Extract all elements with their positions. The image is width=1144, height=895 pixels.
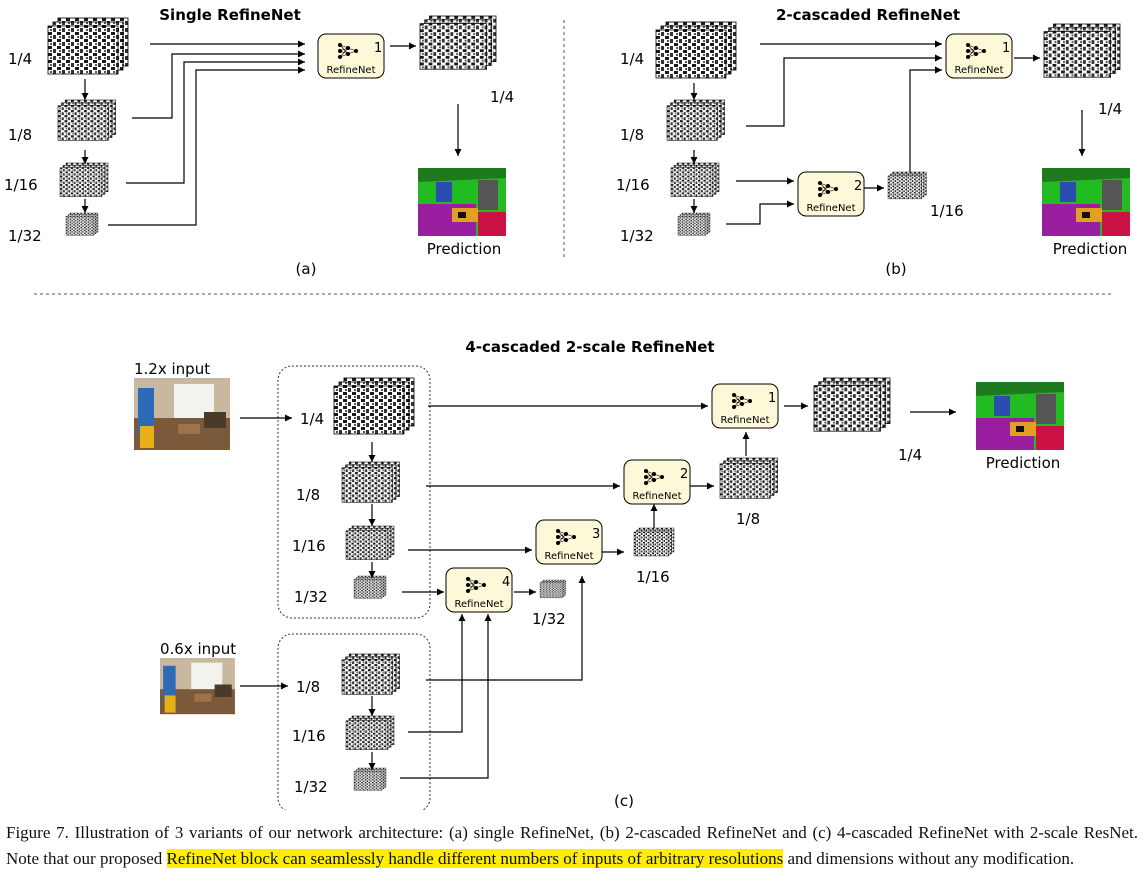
arrows-b bbox=[690, 40, 1086, 225]
input-lo-image bbox=[160, 658, 235, 715]
caption-text-after: and dimensions without any modification. bbox=[783, 849, 1075, 868]
panel-a: Single RefineNet 1/4 1/8 1/16 1/32 1 Ref… bbox=[4, 6, 514, 278]
block-label: RefineNet bbox=[807, 203, 856, 214]
panel-b-title: 2-cascaded RefineNet bbox=[776, 6, 960, 24]
output-map-c-1-8 bbox=[719, 457, 778, 499]
scale-label-c-hi-1-32: 1/32 bbox=[294, 588, 328, 606]
prediction-label-b: Prediction bbox=[1053, 240, 1128, 258]
scale-label-c-lo-1-8: 1/8 bbox=[296, 678, 320, 696]
panel-b: 2-cascaded RefineNet 1/4 1/8 1/16 1/32 1… bbox=[616, 6, 1130, 278]
panel-a-title: Single RefineNet bbox=[159, 6, 301, 24]
feature-map-c-lo-1-16 bbox=[345, 715, 395, 750]
block-label: RefineNet bbox=[327, 65, 376, 76]
scale-label-c-lo-1-32: 1/32 bbox=[294, 778, 328, 796]
scale-label-b-1-4: 1/4 bbox=[620, 50, 644, 68]
block-index: 4 bbox=[502, 575, 510, 590]
panel-a-tag: (a) bbox=[296, 260, 317, 278]
caption-text-before: Figure 7. Illustration of 3 variants of … bbox=[6, 823, 1138, 868]
figure-7: Single RefineNet 1/4 1/8 1/16 1/32 1 Ref… bbox=[4, 6, 1130, 810]
out-scale-c-1-16: 1/16 bbox=[636, 568, 670, 586]
output-map-c-1-32 bbox=[539, 579, 566, 599]
feature-map-b-1-8 bbox=[666, 99, 725, 141]
caption-highlight: RefineNet block can seamlessly handle di… bbox=[166, 849, 784, 868]
block-label: RefineNet bbox=[721, 415, 770, 426]
feature-map-c-hi-1-4 bbox=[333, 377, 415, 435]
refinenet-block-c-3: 3 RefineNet bbox=[535, 519, 603, 565]
output-scale-b: 1/4 bbox=[1098, 100, 1122, 118]
scale-label-c-hi-1-4: 1/4 bbox=[300, 410, 324, 428]
panel-b-tag: (b) bbox=[885, 260, 906, 278]
block-label: RefineNet bbox=[633, 491, 682, 502]
out-scale-c-1-4: 1/4 bbox=[898, 446, 922, 464]
block-index: 1 bbox=[1002, 41, 1010, 56]
prediction-image-a bbox=[418, 168, 506, 236]
refinenet-block-c-1: 1 RefineNet bbox=[711, 383, 779, 429]
scale-label-c-hi-1-16: 1/16 bbox=[292, 537, 326, 555]
refinenet-block-c-4: 4 RefineNet bbox=[445, 567, 513, 613]
prediction-label-c: Prediction bbox=[986, 454, 1061, 472]
refinenet-block-c-2: 2 RefineNet bbox=[623, 459, 691, 505]
scale-label-c-hi-1-8: 1/8 bbox=[296, 486, 320, 504]
scale-label-b-1-8: 1/8 bbox=[620, 126, 644, 144]
feature-map-c-hi-1-32 bbox=[353, 575, 387, 599]
prediction-label-a: Prediction bbox=[427, 240, 502, 258]
figure-caption: Figure 7. Illustration of 3 variants of … bbox=[6, 820, 1138, 872]
panel-c-title: 4-cascaded 2-scale RefineNet bbox=[465, 338, 714, 356]
mid-scale-b: 1/16 bbox=[930, 202, 964, 220]
block-index: 1 bbox=[768, 391, 776, 406]
prediction-image-b bbox=[1042, 168, 1130, 236]
block-index: 1 bbox=[374, 41, 382, 56]
scale-label-c-lo-1-16: 1/16 bbox=[292, 727, 326, 745]
panel-c-tag: (c) bbox=[614, 792, 634, 810]
block-label: RefineNet bbox=[545, 551, 594, 562]
feature-map-c-lo-1-32 bbox=[353, 767, 387, 791]
output-map-b bbox=[1043, 23, 1121, 78]
feature-map-a-1-4 bbox=[47, 17, 129, 75]
input-hi-image bbox=[134, 378, 230, 450]
arrows-a bbox=[81, 40, 462, 226]
feature-map-b-1-4 bbox=[655, 21, 737, 79]
refinenet-block-b-2: 2 RefineNet bbox=[797, 171, 865, 217]
block-label: RefineNet bbox=[455, 599, 504, 610]
scale-label-a-1-4: 1/4 bbox=[8, 50, 32, 68]
scale-label-a-1-8: 1/8 bbox=[8, 126, 32, 144]
resnet-group-hi bbox=[277, 365, 431, 619]
out-scale-c-1-32: 1/32 bbox=[532, 610, 566, 628]
output-map-c-1-4 bbox=[813, 377, 891, 432]
out-scale-c-1-8: 1/8 bbox=[736, 510, 760, 528]
output-map-a bbox=[419, 15, 497, 70]
block-label: RefineNet bbox=[955, 65, 1004, 76]
scale-label-b-1-32: 1/32 bbox=[620, 227, 654, 245]
refinenet-block-b-1: 1 RefineNet bbox=[945, 33, 1013, 79]
panel-c: 4-cascaded 2-scale RefineNet 1.2x input … bbox=[134, 338, 1064, 810]
output-map-c-1-16 bbox=[633, 527, 675, 557]
input-hi-label: 1.2x input bbox=[134, 360, 210, 378]
prediction-image-c bbox=[976, 382, 1064, 450]
feature-map-a-1-16 bbox=[59, 162, 109, 197]
feature-map-c-lo-1-8 bbox=[341, 653, 400, 695]
input-lo-label: 0.6x input bbox=[160, 640, 236, 658]
block-index: 3 bbox=[592, 527, 600, 542]
feature-map-a-1-32 bbox=[65, 212, 99, 236]
scale-label-b-1-16: 1/16 bbox=[616, 176, 650, 194]
feature-map-c-hi-1-16 bbox=[345, 525, 395, 560]
output-scale-a: 1/4 bbox=[490, 88, 514, 106]
resnet-group-lo bbox=[277, 633, 431, 810]
feature-map-c-hi-1-8 bbox=[341, 461, 400, 503]
feature-map-b-1-32 bbox=[677, 212, 711, 236]
feature-map-b-1-16 bbox=[670, 162, 720, 197]
refinenet-block-a-1: 1 RefineNet bbox=[317, 33, 385, 79]
scale-label-a-1-32: 1/32 bbox=[8, 227, 42, 245]
scale-label-a-1-16: 1/16 bbox=[4, 176, 38, 194]
block-index: 2 bbox=[680, 467, 688, 482]
mid-map-b bbox=[887, 171, 927, 200]
feature-map-a-1-8 bbox=[57, 99, 116, 141]
block-index: 2 bbox=[854, 179, 862, 194]
arrows-c bbox=[240, 402, 956, 779]
